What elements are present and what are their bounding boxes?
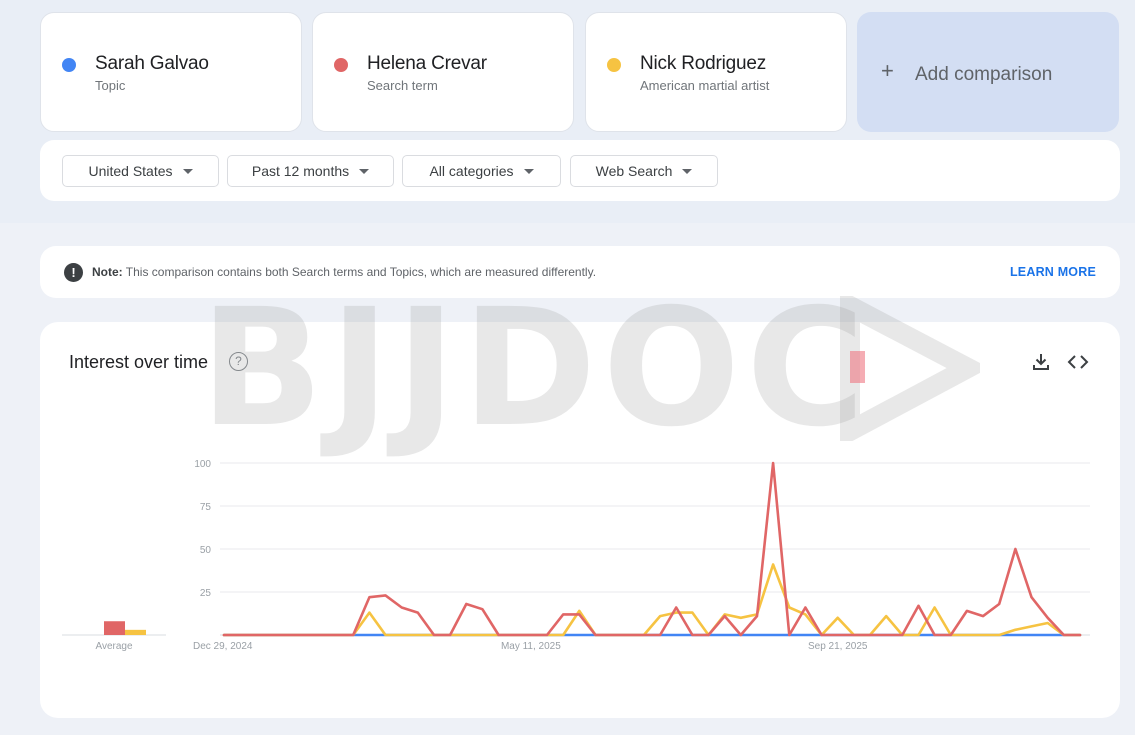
category-value: All categories <box>429 163 514 179</box>
region-value: United States <box>88 163 173 179</box>
series-color-dot <box>62 58 76 72</box>
filter-bar: United States Past 12 months All categor… <box>40 140 1120 201</box>
term-card-nick-rodriguez[interactable]: Nick Rodriguez American martial artist <box>585 12 847 132</box>
chart-title: Interest over time <box>69 352 209 372</box>
note-message: This comparison contains both Search ter… <box>125 265 597 279</box>
term-card-sarah-galvao[interactable]: Sarah Galvao Topic <box>40 12 302 132</box>
time-range-value: Past 12 months <box>251 163 350 179</box>
series-color-dot <box>334 58 348 72</box>
term-type: Topic <box>95 78 126 93</box>
embed-code-icon[interactable] <box>1066 351 1090 373</box>
y-tick-label: 75 <box>200 502 212 513</box>
caret-down-icon <box>682 168 693 174</box>
download-icon[interactable] <box>1030 351 1052 373</box>
series-color-dot <box>607 58 621 72</box>
y-tick-label: 50 <box>200 545 212 556</box>
info-icon: ! <box>64 263 83 282</box>
x-tick-label: Dec 29, 2024 <box>193 641 253 652</box>
term-name: Helena Crevar <box>367 53 487 74</box>
average-bar <box>104 621 125 635</box>
average-label: Average <box>95 641 133 652</box>
y-tick-label: 25 <box>200 588 212 599</box>
caret-down-icon <box>359 168 370 174</box>
term-name: Sarah Galvao <box>95 53 209 74</box>
x-tick-label: Sep 21, 2025 <box>808 641 868 652</box>
caret-down-icon <box>523 168 534 174</box>
plus-icon: + <box>881 58 894 83</box>
interest-over-time-card: Interest over time ? <box>40 322 1120 718</box>
term-type: American martial artist <box>640 78 770 93</box>
help-icon[interactable]: ? <box>229 352 248 371</box>
term-name: Nick Rodriguez <box>640 53 767 74</box>
x-tick-label: May 11, 2025 <box>501 641 561 652</box>
y-tick-label: 100 <box>194 459 211 470</box>
note-text: Note: This comparison contains both Sear… <box>92 265 596 279</box>
series-line <box>222 563 1082 637</box>
learn-more-link[interactable]: LEARN MORE <box>1009 265 1096 279</box>
comparison-note: ! Note: This comparison contains both Se… <box>40 246 1120 298</box>
category-dropdown[interactable]: All categories <box>402 155 561 187</box>
term-type: Search term <box>367 78 438 93</box>
region-dropdown[interactable]: United States <box>62 155 219 187</box>
term-card-helena-crevar[interactable]: Helena Crevar Search term <box>312 12 574 132</box>
average-bar <box>125 629 146 635</box>
time-range-dropdown[interactable]: Past 12 months <box>227 155 394 187</box>
search-type-dropdown[interactable]: Web Search <box>570 155 718 187</box>
add-comparison-label: Add comparison <box>915 64 1053 85</box>
series-line <box>222 461 1082 637</box>
note-label: Note: <box>92 265 123 279</box>
add-comparison-button[interactable]: + Add comparison <box>857 12 1119 132</box>
search-type-value: Web Search <box>595 163 673 179</box>
caret-down-icon <box>182 168 193 174</box>
